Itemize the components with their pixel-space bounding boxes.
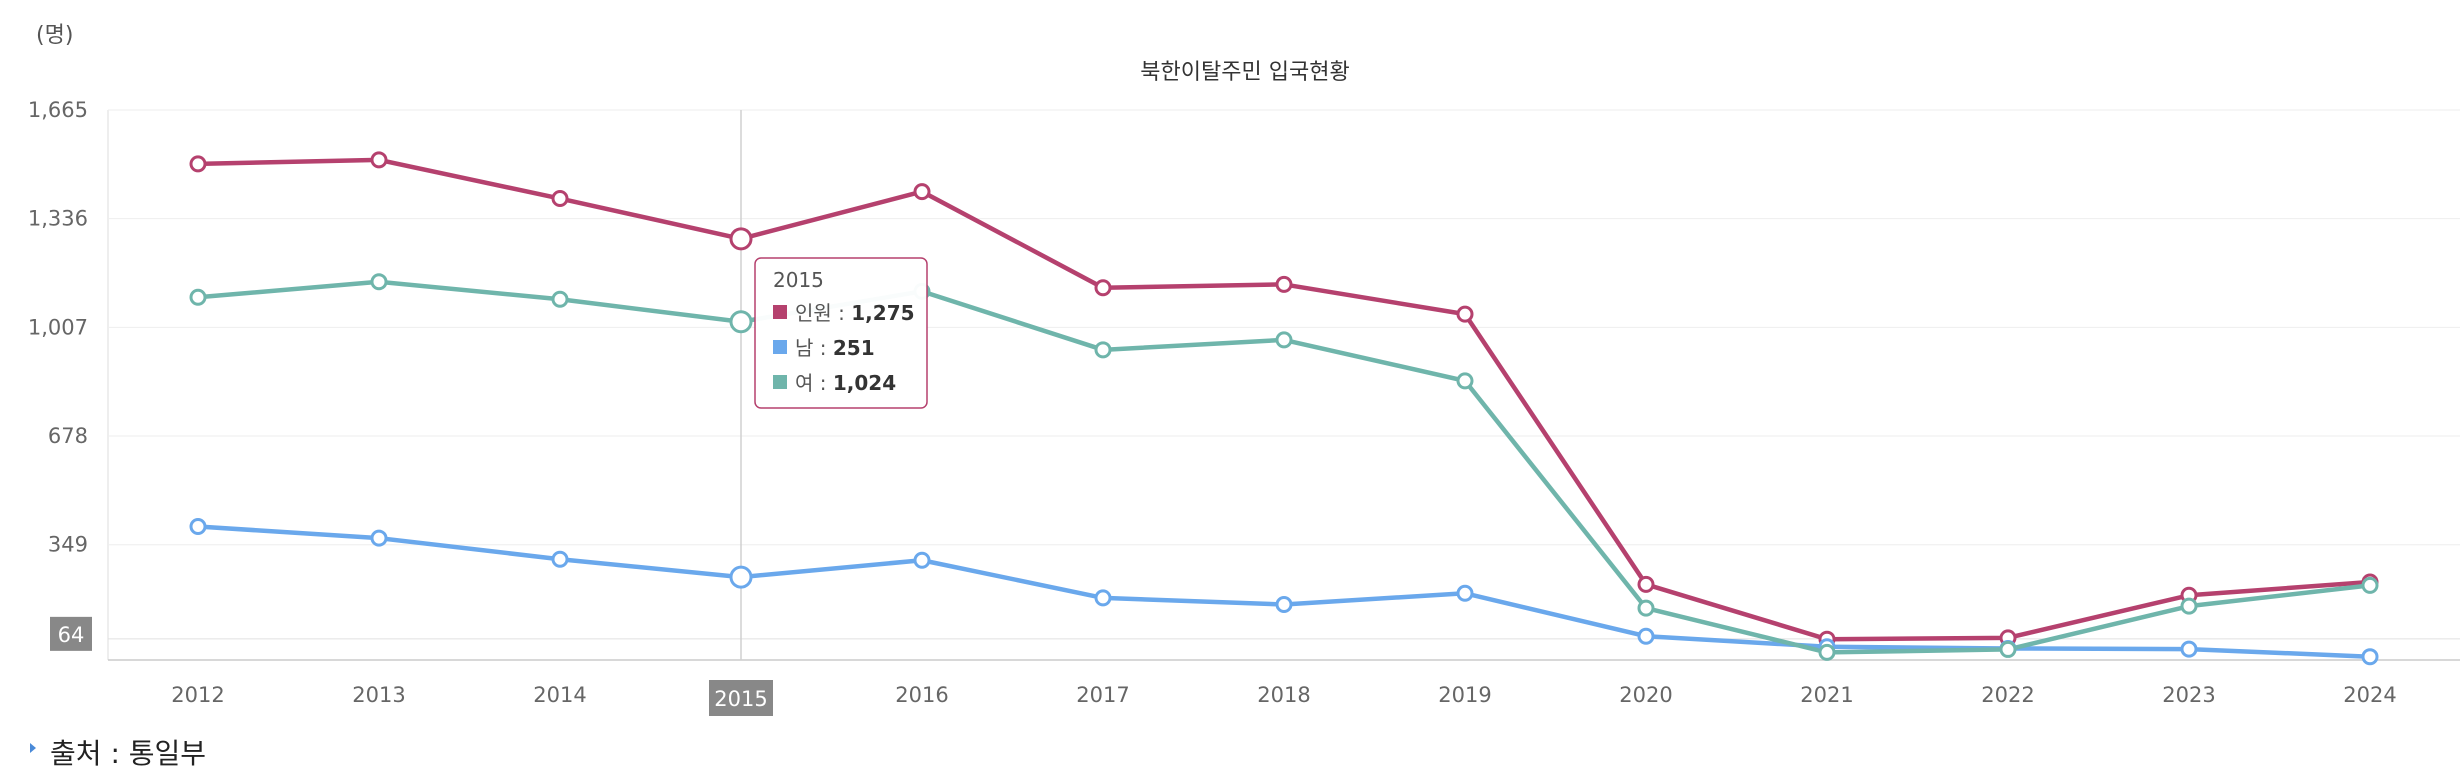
tooltip-header: 2015 (773, 268, 824, 292)
tooltip-row: 여 : 1,024 (795, 371, 896, 395)
y-min-badge (50, 616, 92, 651)
tooltip-box (754, 257, 928, 409)
x-highlight-badge (709, 680, 773, 716)
data-point[interactable] (2180, 597, 2198, 615)
data-point[interactable] (729, 310, 753, 334)
data-point[interactable] (551, 550, 569, 568)
y-axis: 64 349 678 1,007 1,336 1,665 (28, 98, 92, 651)
x-tick-label: 2020 (1619, 683, 1672, 707)
source-value: 통일부 (128, 737, 207, 770)
data-point[interactable] (1456, 372, 1474, 390)
data-point[interactable] (729, 227, 753, 251)
data-point[interactable] (189, 518, 207, 536)
y-tick-label: 1,336 (28, 207, 88, 231)
data-point[interactable] (189, 155, 207, 173)
source-note: 출처 : 통일부 (30, 732, 206, 772)
x-tick-label: 2019 (1438, 683, 1491, 707)
data-point[interactable] (1094, 279, 1112, 297)
data-point[interactable] (1637, 599, 1655, 617)
x-tick-label: 2021 (1800, 683, 1853, 707)
series-group (189, 151, 2379, 666)
y-tick-label: 1,007 (28, 315, 88, 339)
data-point[interactable] (1094, 341, 1112, 359)
source-label: 출처 (50, 737, 102, 770)
source-separator: : (110, 737, 120, 770)
x-tick-label: 2013 (352, 683, 405, 707)
x-tick-label: 2018 (1257, 683, 1310, 707)
data-point[interactable] (551, 190, 569, 208)
bullet-icon (30, 743, 36, 753)
data-point[interactable] (189, 288, 207, 306)
y-unit-label: (명) (36, 23, 73, 48)
data-point[interactable] (1275, 275, 1293, 293)
data-point[interactable] (1456, 305, 1474, 323)
series-line (197, 157, 2371, 642)
grid (107, 109, 2460, 661)
tooltip: 2015 인원 : 1,275 남 : 251 여 : 1,024 (754, 257, 928, 409)
data-point[interactable] (2361, 648, 2379, 666)
x-tick-label: 2023 (2162, 683, 2215, 707)
tooltip-swatch (773, 375, 787, 389)
tooltip-row: 남 : 251 (795, 336, 875, 360)
x-tick-label: 2012 (171, 683, 224, 707)
x-axis: 2012 2013 2014 2015 2016 2017 2018 2019 2020 2021… (171, 680, 2397, 716)
data-point[interactable] (913, 183, 931, 201)
tooltip-swatch (773, 305, 787, 319)
y-tick-label: 678 (48, 424, 88, 448)
x-tick-label: 2024 (2343, 683, 2396, 707)
x-tick-label: 2022 (1981, 683, 2034, 707)
x-tick-label: 2016 (895, 683, 948, 707)
data-point[interactable] (1818, 643, 1836, 661)
data-point[interactable] (370, 273, 388, 291)
x-tick-label: 2017 (1076, 683, 1129, 707)
data-point[interactable] (1094, 589, 1112, 607)
tooltip-row: 인원 : 1,275 (795, 301, 915, 325)
data-point[interactable] (2361, 576, 2379, 594)
chart-title: 북한이탈주민 입국현황 (1140, 60, 1349, 85)
y-tick-label: 64 (58, 623, 85, 647)
data-point[interactable] (1456, 584, 1474, 602)
data-point[interactable] (1637, 575, 1655, 593)
data-point[interactable] (370, 529, 388, 547)
data-point[interactable] (1999, 640, 2017, 658)
y-tick-label: 1,665 (28, 98, 88, 122)
tooltip-swatch (773, 340, 787, 354)
data-point[interactable] (1275, 596, 1293, 614)
y-tick-label: 349 (48, 533, 88, 557)
data-point[interactable] (1637, 627, 1655, 645)
series-line (197, 524, 2371, 659)
data-point[interactable] (551, 290, 569, 308)
data-point[interactable] (1275, 331, 1293, 349)
data-point[interactable] (913, 551, 931, 569)
data-point[interactable] (2180, 640, 2198, 658)
data-point[interactable] (370, 151, 388, 169)
x-tick-label: 2014 (533, 683, 586, 707)
data-point[interactable] (729, 565, 753, 589)
x-tick-label: 2015 (714, 687, 767, 711)
